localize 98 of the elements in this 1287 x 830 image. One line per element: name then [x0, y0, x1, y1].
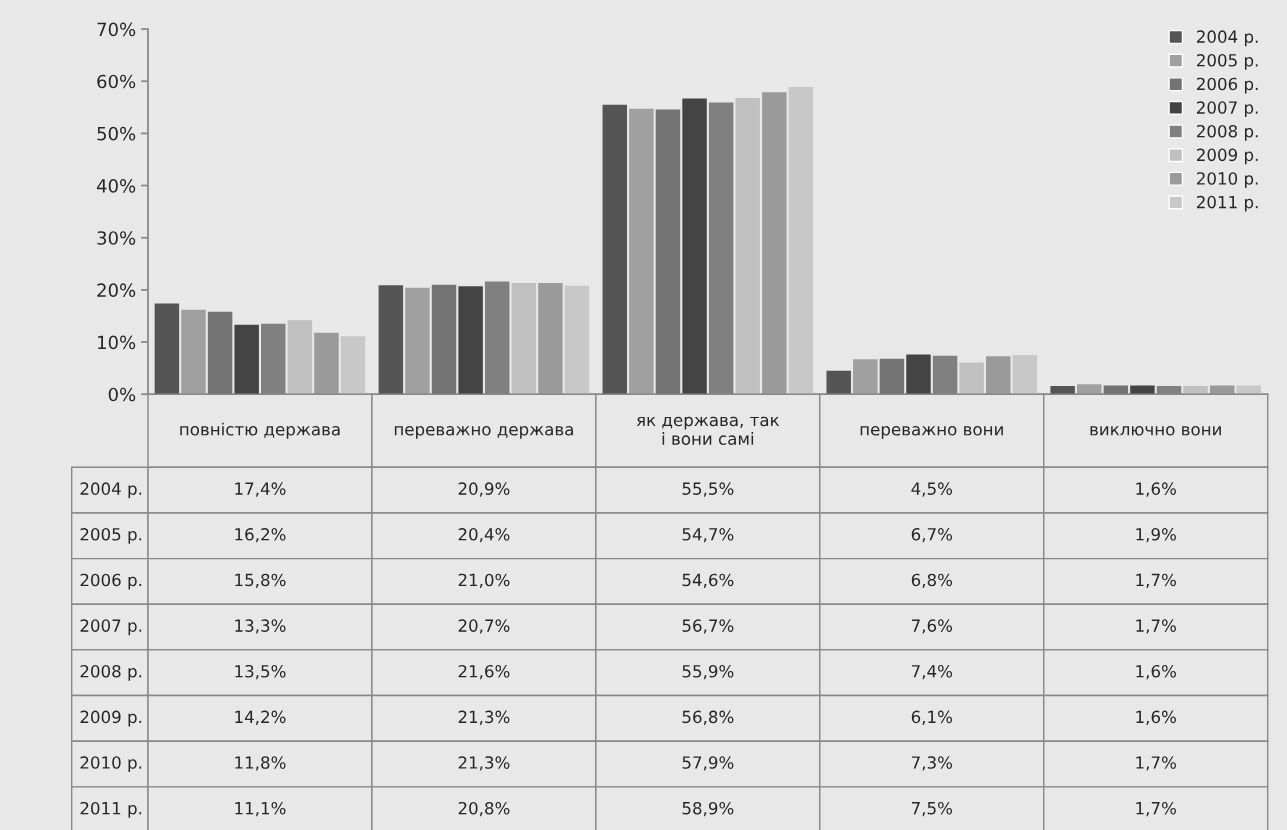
- data-label: 21,6%: [458, 664, 510, 680]
- data-label: 20,4%: [458, 527, 510, 543]
- data-label: 7,5%: [911, 801, 953, 817]
- bar: [1130, 385, 1155, 395]
- bar: [959, 362, 984, 395]
- data-label: 20,8%: [458, 801, 510, 817]
- data-label: 6,8%: [911, 573, 953, 588]
- data-label: 11,1%: [235, 801, 286, 817]
- y-tick-label: 60%: [97, 74, 136, 89]
- y-tick-label: 20%: [97, 283, 136, 298]
- y-tick-label: 0%: [108, 387, 136, 402]
- legend-label: 2010 р.: [1196, 172, 1258, 188]
- data-label: 54,7%: [682, 527, 734, 543]
- data-label: 16,2%: [235, 527, 286, 543]
- data-label: 1,6%: [1136, 664, 1176, 680]
- data-label: 1,6%: [1136, 710, 1176, 725]
- bar: [826, 370, 851, 395]
- bar: [207, 311, 233, 395]
- bar: [655, 109, 681, 395]
- y-tick-label: 10%: [98, 335, 136, 350]
- legend-label: 2004 р.: [1196, 30, 1258, 47]
- data-label: 7,6%: [911, 619, 953, 634]
- bar: [181, 309, 206, 395]
- text: 2010 р.: [80, 756, 142, 773]
- data-label: 4,5%: [911, 482, 953, 497]
- bar: [538, 283, 563, 395]
- data-label: 1,6%: [1136, 482, 1176, 497]
- legend-label: 2011 р.: [1196, 195, 1258, 212]
- text: 2004 р.: [80, 482, 142, 499]
- data-label: 13,5%: [235, 664, 286, 680]
- text: 2006 р.: [80, 573, 142, 590]
- text: 2009 р.: [80, 710, 142, 727]
- x-tick-label: як держава, так і вони самі: [637, 416, 780, 445]
- data-label: 55,9%: [682, 664, 734, 680]
- data-label: 6,1%: [911, 710, 953, 725]
- data-label: 21,3%: [458, 756, 510, 771]
- data-label: 54,6%: [682, 573, 734, 588]
- data-label: 20,7%: [458, 619, 510, 634]
- bar: [431, 284, 457, 395]
- bar: [788, 86, 814, 395]
- data-label: 7,4%: [911, 664, 953, 680]
- bar: [314, 332, 339, 395]
- data-label: 7,3%: [911, 756, 953, 771]
- bar: [564, 285, 590, 395]
- legend-label: 2009 р.: [1196, 148, 1258, 165]
- text: 2011 р.: [80, 801, 142, 818]
- bar: [234, 324, 259, 395]
- data-label: 1,9%: [1136, 527, 1176, 543]
- bar: [629, 108, 654, 395]
- bar: [762, 92, 787, 395]
- y-tick-label: 70%: [97, 22, 136, 37]
- data-label: 14,2%: [235, 710, 286, 725]
- data-label: 1,7%: [1136, 619, 1176, 634]
- data-label: 56,7%: [682, 619, 734, 634]
- bar: [340, 336, 366, 395]
- data-label: 20,9%: [458, 482, 510, 497]
- bar: [405, 287, 430, 395]
- x-tick-label: переважно вони: [860, 426, 1003, 439]
- text: 2005 р.: [80, 527, 142, 544]
- bar: [458, 286, 483, 395]
- data-label: 55,5%: [682, 482, 734, 497]
- bar: [735, 97, 760, 395]
- data-label: 1,7%: [1136, 756, 1176, 771]
- bar: [1012, 355, 1038, 395]
- bar: [511, 283, 537, 395]
- data-label: 11,8%: [235, 756, 286, 771]
- bar: [682, 98, 707, 395]
- data-label: 58,9%: [682, 801, 734, 817]
- bar: [287, 320, 313, 395]
- data-label: 17,4%: [235, 482, 286, 497]
- legend-label: 2007 р.: [1196, 101, 1258, 118]
- y-tick-label: 50%: [97, 126, 136, 141]
- bar: [602, 104, 628, 395]
- text: 2008 р.: [80, 664, 142, 681]
- bar: [906, 354, 931, 395]
- x-tick-label: повністю держава: [180, 422, 340, 439]
- legend-label: 2006 р.: [1196, 77, 1258, 94]
- bar: [853, 359, 878, 395]
- data-label: 13,3%: [235, 619, 286, 634]
- y-tick-label: 40%: [96, 179, 136, 193]
- legend-label: 2005 р.: [1196, 54, 1258, 70]
- bar: [378, 285, 404, 395]
- text: 2007 р.: [80, 619, 142, 636]
- bar: [154, 303, 180, 395]
- x-tick-label: переважно держава: [394, 426, 573, 439]
- data-label: 21,0%: [458, 573, 510, 588]
- data-label: 6,7%: [911, 527, 953, 543]
- bar: [986, 356, 1011, 395]
- data-label: 1,7%: [1136, 573, 1176, 588]
- data-label: 57,9%: [682, 756, 734, 771]
- data-label: 56,8%: [682, 710, 734, 725]
- legend-label: 2008 р.: [1196, 124, 1258, 141]
- data-label: 1,7%: [1136, 801, 1176, 817]
- data-label: 15,8%: [235, 573, 286, 588]
- data-label: 21,3%: [458, 710, 510, 725]
- x-tick-label: виключно вони: [1090, 426, 1221, 436]
- y-tick-label: 30%: [97, 231, 136, 245]
- bar: [879, 358, 905, 395]
